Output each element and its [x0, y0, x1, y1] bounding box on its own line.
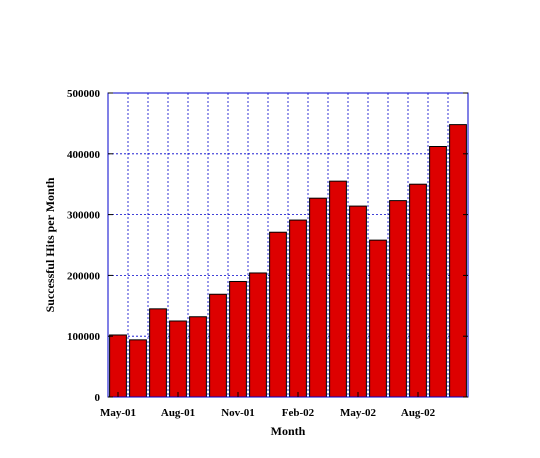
bars	[109, 124, 467, 398]
grid-lines	[108, 93, 468, 397]
bar-Feb-02	[289, 219, 307, 398]
bar-Jul-01	[149, 308, 167, 398]
x-tick-label: Nov-01	[221, 407, 255, 419]
x-tick-label: May-01	[100, 407, 136, 419]
y-tick-label: 400000	[67, 149, 101, 161]
bar-Aug-01	[169, 320, 187, 398]
x-tick-label: Aug-02	[401, 407, 436, 419]
plot-frame	[107, 92, 469, 398]
y-tick-label: 200000	[67, 270, 101, 282]
bar-May-02	[349, 205, 367, 398]
bar-May-01	[109, 334, 127, 398]
bar-Mar-02	[309, 197, 327, 398]
y-axis-title: Successful Hits per Month	[43, 177, 57, 312]
x-axis-title: Month	[271, 424, 306, 438]
y-tick-label: 0	[95, 392, 101, 404]
bar-Dec-01	[249, 272, 267, 398]
bar-Oct-01	[209, 293, 227, 398]
y-tick-label: 100000	[67, 331, 101, 343]
bar-Oct-02	[449, 124, 467, 398]
x-axis-ticks: May-01 Aug-01 Nov-01 Feb-02 May-02 Aug-02	[100, 392, 436, 419]
bar-Apr-02	[329, 180, 347, 398]
y-tick-label: 300000	[67, 210, 101, 222]
bar-Aug-02	[409, 183, 427, 398]
bar-Nov-01	[229, 280, 247, 398]
x-tick-label: Aug-01	[161, 407, 195, 419]
bar-Jun-01	[129, 339, 147, 398]
bar-Jan-02	[269, 231, 287, 398]
bar-Jul-02	[389, 200, 407, 398]
y-tick-label: 500000	[67, 88, 101, 100]
y-axis-ticks: 0 100000 200000 300000 400000 500000	[67, 88, 468, 404]
x-tick-label: Feb-02	[282, 407, 315, 419]
bar-Jun-02	[369, 239, 387, 398]
bar-Sep-02	[429, 146, 447, 398]
x-tick-label: May-02	[340, 407, 377, 419]
bar-Sep-01	[189, 316, 207, 398]
